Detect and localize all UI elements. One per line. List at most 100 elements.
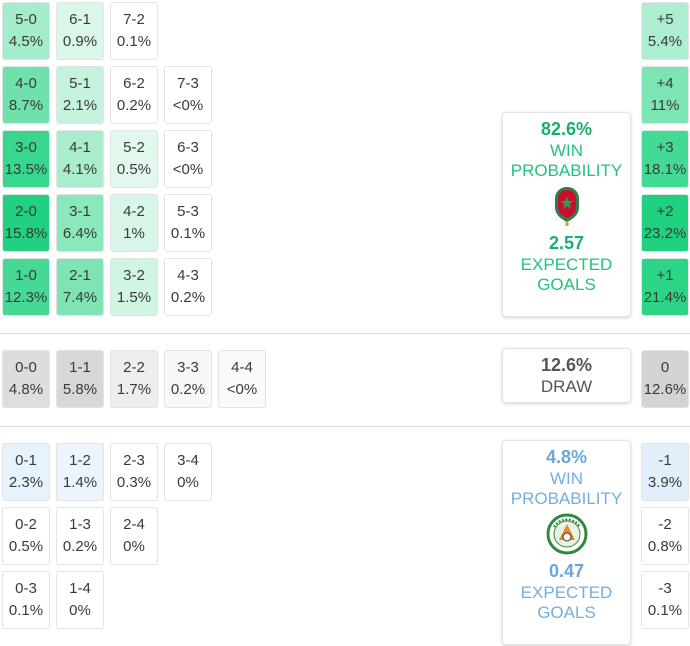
probability-label: 0%: [177, 474, 199, 491]
score-label: 6-3: [177, 139, 199, 156]
score-label: +4: [656, 75, 674, 92]
score-label: 2-1: [69, 267, 91, 284]
score-cell-win: 3-1 6.4%: [56, 194, 104, 252]
score-cell-draw: 0-0 4.8%: [2, 350, 50, 408]
probability-label: 2.1%: [62, 97, 98, 114]
probability-label: 0.1%: [170, 225, 206, 242]
probability-label: 5.4%: [647, 33, 683, 50]
goal-margin-cell: -1 3.9%: [641, 443, 689, 501]
score-label: 4-1: [69, 139, 91, 156]
score-cell-win: 3-2 1.5%: [110, 258, 158, 316]
score-cell-win: 4-3 0.2%: [164, 258, 212, 316]
score-label: 7-2: [123, 11, 145, 28]
goal-margin-cell: +5 5.4%: [641, 2, 689, 60]
home-goals-label: GOALS: [537, 275, 596, 294]
score-label: 2-0: [15, 203, 37, 220]
score-label: 4-0: [15, 75, 37, 92]
score-label: 3-4: [177, 452, 199, 469]
score-label: 0: [660, 359, 670, 376]
score-cell-win: 7-2 0.1%: [110, 2, 158, 60]
score-label: -3: [658, 580, 672, 597]
score-cell-draw: 2-2 1.7%: [110, 350, 158, 408]
probability-label: 7.4%: [62, 289, 98, 306]
probability-label: 4.5%: [8, 33, 44, 50]
score-label: 4-2: [123, 203, 145, 220]
goal-margin-cell: -3 0.1%: [641, 571, 689, 629]
score-label: 1-2: [69, 452, 91, 469]
away-expected-goals: 0.47: [548, 561, 585, 581]
section-divider-bottom: [0, 426, 690, 427]
score-label: -2: [658, 516, 672, 533]
probability-label: 1.4%: [62, 474, 98, 491]
probability-label: 12.6%: [643, 381, 687, 398]
score-label: 3-2: [123, 267, 145, 284]
probability-label: 0.2%: [170, 289, 206, 306]
score-label: 2-4: [123, 516, 145, 533]
probability-label: 6.4%: [62, 225, 98, 242]
probability-label: 3.9%: [647, 474, 683, 491]
score-cell-loss: 2-3 0.3%: [110, 443, 158, 501]
score-cell-loss: 1-4 0%: [56, 571, 104, 629]
score-label: +2: [656, 203, 674, 220]
probability-label: 0.2%: [170, 381, 206, 398]
score-label: 5-0: [15, 11, 37, 28]
morocco-crest-icon: [554, 187, 579, 226]
score-cell-draw: 3-3 0.2%: [164, 350, 212, 408]
probability-label: 0.9%: [62, 33, 98, 50]
goal-margin-cell: +3 18.1%: [641, 130, 689, 188]
score-label: 3-3: [177, 359, 199, 376]
away-probability-label: PROBABILITY: [510, 489, 623, 508]
score-label: +5: [656, 11, 674, 28]
score-label: 0-2: [15, 516, 37, 533]
score-cell-win: 4-1 4.1%: [56, 130, 104, 188]
score-cell-loss: 0-2 0.5%: [2, 507, 50, 565]
probability-label: <0%: [226, 381, 258, 398]
score-label: 1-3: [69, 516, 91, 533]
probability-label: 1%: [123, 225, 145, 242]
score-label: 1-1: [69, 359, 91, 376]
goal-margin-cell: +2 23.2%: [641, 194, 689, 252]
probability-label: 21.4%: [643, 289, 687, 306]
probability-label: 0.1%: [647, 602, 683, 619]
score-cell-loss: 0-3 0.1%: [2, 571, 50, 629]
score-label: 6-1: [69, 11, 91, 28]
home-win-label: WIN: [549, 141, 584, 160]
score-label: 5-2: [123, 139, 145, 156]
score-cell-loss: 1-2 1.4%: [56, 443, 104, 501]
probability-label: 5.8%: [62, 381, 98, 398]
away-goals-label: GOALS: [537, 603, 596, 622]
probability-label: 2.3%: [8, 474, 44, 491]
score-label: 3-0: [15, 139, 37, 156]
away-expected-label: EXPECTED: [520, 583, 613, 602]
score-cell-win: 7-3 <0%: [164, 66, 212, 124]
score-cell-win: 5-1 2.1%: [56, 66, 104, 124]
probability-label: <0%: [172, 97, 204, 114]
score-cell-win: 1-0 12.3%: [2, 258, 50, 316]
score-cell-win: 2-1 7.4%: [56, 258, 104, 316]
home-expected-goals: 2.57: [548, 233, 585, 253]
probability-label: 18.1%: [643, 161, 687, 178]
goal-margin-cell: +4 11%: [641, 66, 689, 124]
score-label: 7-3: [177, 75, 199, 92]
score-label: 5-1: [69, 75, 91, 92]
score-cell-win: 4-0 8.7%: [2, 66, 50, 124]
score-cell-win: 5-2 0.5%: [110, 130, 158, 188]
probability-label: 8.7%: [8, 97, 44, 114]
section-divider-top: [0, 333, 690, 334]
score-label: 1-4: [69, 580, 91, 597]
score-cell-win: 6-3 <0%: [164, 130, 212, 188]
draw-probability: 12.6%: [540, 355, 593, 375]
probability-label: 15.8%: [4, 225, 48, 242]
score-cell-win: 4-2 1%: [110, 194, 158, 252]
probability-label: <0%: [172, 161, 204, 178]
probability-label: 0.5%: [8, 538, 44, 555]
probability-label: 4.8%: [8, 381, 44, 398]
home-probability-label: PROBABILITY: [510, 161, 623, 180]
score-label: 0-0: [15, 359, 37, 376]
score-cell-win: 6-2 0.2%: [110, 66, 158, 124]
away-win-probability: 4.8%: [545, 447, 588, 467]
score-cell-loss: 1-3 0.2%: [56, 507, 104, 565]
score-label: 3-1: [69, 203, 91, 220]
home-win-card: 82.6% WIN PROBABILITY 2.57 EXPECTED GOAL…: [502, 112, 631, 317]
goal-margin-cell: -2 0.8%: [641, 507, 689, 565]
